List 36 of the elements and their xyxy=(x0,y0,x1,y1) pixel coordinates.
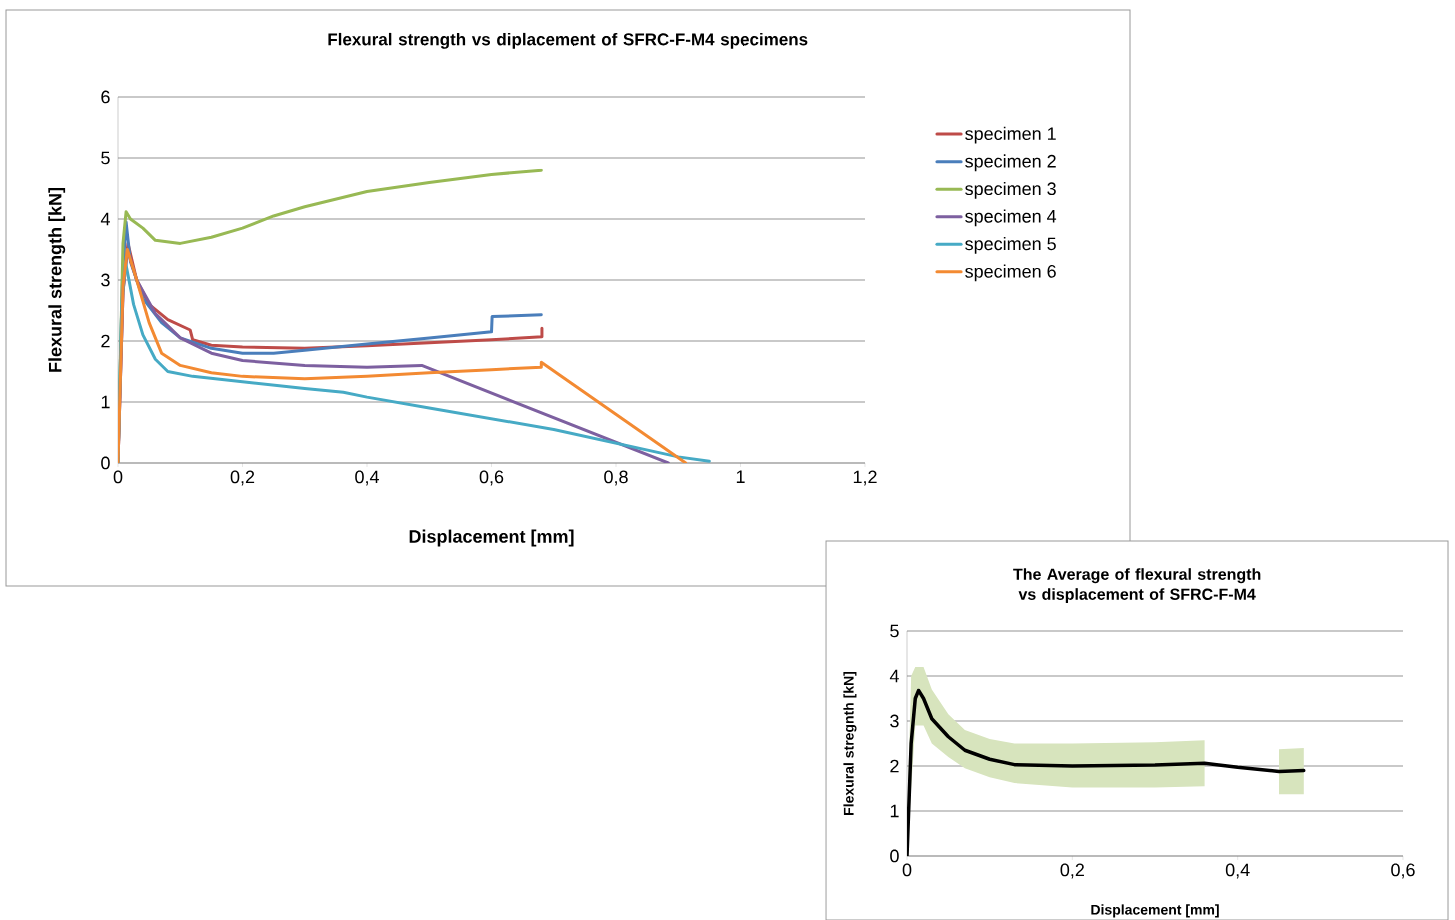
y-tick-label: 5 xyxy=(101,151,110,165)
y-tick-label: 4 xyxy=(889,669,899,683)
x-tick-label: 0,4 xyxy=(355,470,379,486)
y-tick-label: 3 xyxy=(101,273,110,287)
y-tick-label: 0 xyxy=(101,456,110,470)
y-axis-title: Flexural stregnth [kN] xyxy=(843,671,857,815)
legend-label: specimen 5 xyxy=(965,236,1056,254)
legend-label: specimen 1 xyxy=(965,126,1056,144)
y-tick-label: 2 xyxy=(101,334,110,348)
x-axis-title: Displacement [mm] xyxy=(1091,904,1219,918)
legend-label: specimen 2 xyxy=(965,154,1056,172)
x-tick-label: 0 xyxy=(902,863,912,877)
x-tick-label: 1,2 xyxy=(853,470,877,486)
y-tick-label: 3 xyxy=(890,714,899,728)
y-tick-label: 0 xyxy=(890,849,899,863)
y-tick-label: 4 xyxy=(100,212,110,226)
x-tick-label: 1 xyxy=(736,470,745,483)
x-tick-label: 0,4 xyxy=(1225,863,1250,879)
y-tick-label: 5 xyxy=(890,624,899,638)
legend-label: specimen 3 xyxy=(965,181,1056,199)
x-tick-label: 0,2 xyxy=(1060,863,1084,879)
y-tick-label: 2 xyxy=(890,759,899,773)
x-tick-label: 0,6 xyxy=(1391,863,1415,879)
y-axis-title: Flexural strength [kN] xyxy=(48,188,66,372)
x-tick-label: 0,6 xyxy=(479,470,504,486)
y-tick-label: 1 xyxy=(101,395,110,409)
y-tick-label: 6 xyxy=(101,90,110,104)
legend-label: specimen 4 xyxy=(965,209,1057,227)
chart-title: Flexural strength vs diplacement of SFRC-F-M4 specimens xyxy=(328,32,808,49)
y-tick-label: 1 xyxy=(890,804,899,818)
chart-title: The Average of flexural strength vs displacement of SFRC-F-M4 xyxy=(1013,568,1261,604)
x-tick-label: 0,2 xyxy=(230,470,255,486)
x-tick-label: 0 xyxy=(113,470,123,484)
legend-label: specimen 6 xyxy=(965,264,1056,282)
x-axis-title: Displacement [mm] xyxy=(409,529,574,547)
x-tick-label: 0,8 xyxy=(604,470,628,486)
